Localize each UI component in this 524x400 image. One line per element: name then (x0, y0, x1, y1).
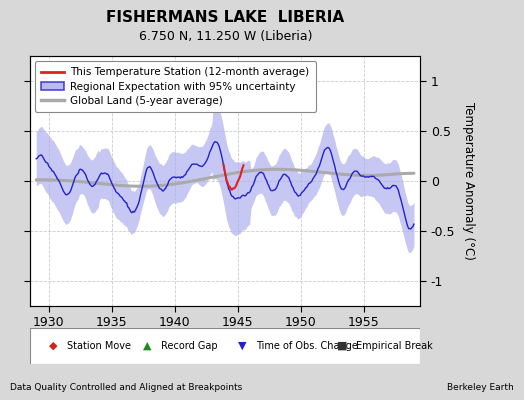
Y-axis label: Temperature Anomaly (°C): Temperature Anomaly (°C) (462, 102, 475, 260)
Text: ◆: ◆ (49, 341, 58, 351)
Text: Berkeley Earth: Berkeley Earth (447, 383, 514, 392)
Text: ▲: ▲ (143, 341, 151, 351)
Text: Empirical Break: Empirical Break (356, 341, 433, 351)
Text: ▼: ▼ (238, 341, 247, 351)
Text: Station Move: Station Move (67, 341, 131, 351)
Text: Data Quality Controlled and Aligned at Breakpoints: Data Quality Controlled and Aligned at B… (10, 383, 243, 392)
Text: ■: ■ (337, 341, 347, 351)
Legend: This Temperature Station (12-month average), Regional Expectation with 95% uncer: This Temperature Station (12-month avera… (35, 61, 316, 112)
Text: FISHERMANS LAKE  LIBERIA: FISHERMANS LAKE LIBERIA (106, 10, 344, 25)
Text: Time of Obs. Change: Time of Obs. Change (256, 341, 358, 351)
Text: 6.750 N, 11.250 W (Liberia): 6.750 N, 11.250 W (Liberia) (138, 30, 312, 43)
Text: Record Gap: Record Gap (161, 341, 217, 351)
FancyBboxPatch shape (30, 328, 420, 364)
